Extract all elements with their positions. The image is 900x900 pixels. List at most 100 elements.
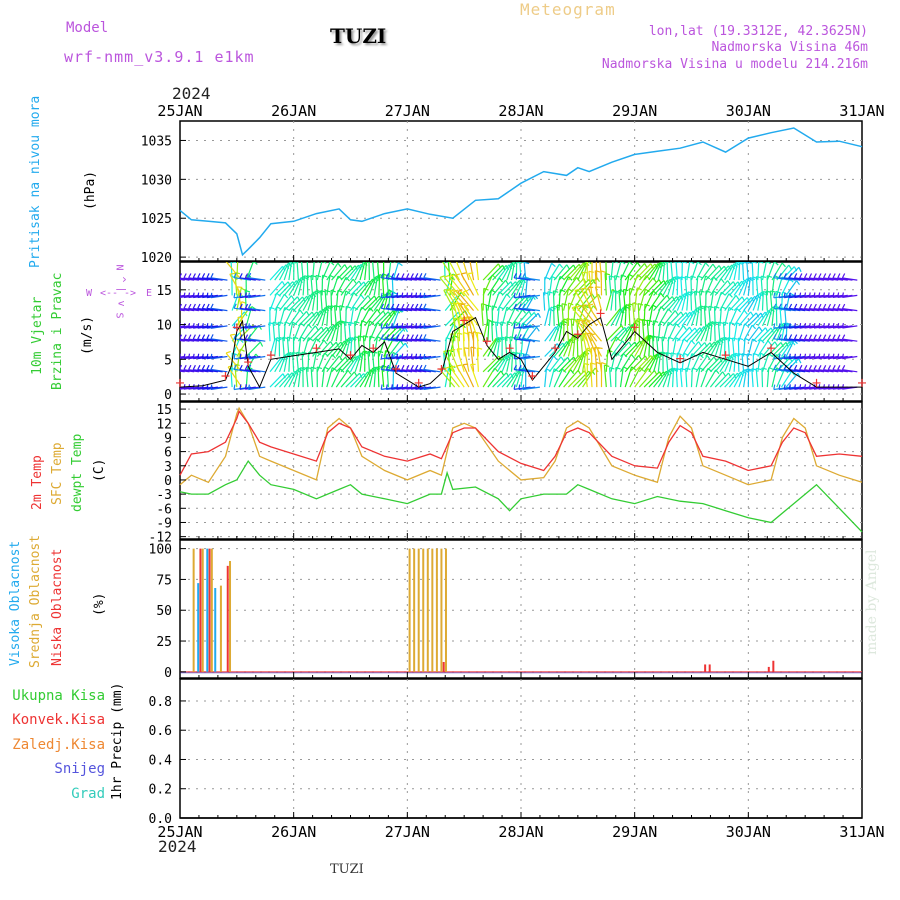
high-cloud-label: Visoka Oblacnost xyxy=(8,540,23,666)
gust-marker xyxy=(767,344,776,353)
x-tick-label-top: 28JAN xyxy=(498,102,543,120)
y-tick-label: 0.8 xyxy=(149,695,172,710)
pressure-unit: (hPa) xyxy=(83,170,98,210)
y-tick-label: 1020 xyxy=(141,251,172,266)
conv-rain-label: Konvek.Kisa xyxy=(12,712,105,728)
y-tick-label: 0.6 xyxy=(149,724,172,739)
y-tick-label: 10 xyxy=(156,319,172,334)
model-label: Model xyxy=(66,20,109,36)
dewpt-line xyxy=(179,459,863,533)
x-tick-label-top: 26JAN xyxy=(271,102,316,120)
panel-frame xyxy=(179,401,863,540)
panel-frame xyxy=(179,539,863,679)
y-tick-label: 0.4 xyxy=(149,753,173,768)
y-tick-label: 100 xyxy=(149,543,172,558)
meteogram-label: Meteogram xyxy=(520,0,616,19)
dewpt-label: dewpt Temp xyxy=(70,433,85,512)
gust-marker xyxy=(858,378,866,387)
gust-marker xyxy=(505,344,514,353)
gust-marker xyxy=(176,378,184,387)
cloud-unit: (%) xyxy=(92,592,107,616)
gust-marker xyxy=(232,323,241,332)
y-tick-label: 6 xyxy=(164,446,172,461)
x-tick-label-bottom: 25JAN xyxy=(157,823,202,841)
gust-marker xyxy=(482,337,491,346)
gust-marker xyxy=(414,378,423,387)
temp2m-line xyxy=(179,410,863,476)
model-altitude-text: Nadmorska Visina u modelu 214.216m xyxy=(601,57,868,72)
gust-marker xyxy=(573,330,582,339)
gust-marker xyxy=(630,323,639,332)
compass-s: S xyxy=(113,312,125,319)
gust-marker xyxy=(721,351,730,360)
gust-marker xyxy=(812,378,821,387)
temp-unit: (C) xyxy=(92,458,107,482)
compass-e: E xyxy=(146,288,153,299)
watermark: made by Angel xyxy=(864,549,880,656)
hail-label: Grad xyxy=(71,786,105,802)
wind-speed-line xyxy=(179,316,862,389)
gust-marker xyxy=(437,365,446,374)
y-tick-label: -3 xyxy=(156,488,172,503)
gust-marker xyxy=(676,354,685,363)
gust-marker xyxy=(369,344,378,353)
snow-label: Snijeg xyxy=(54,761,105,777)
y-tick-label: 1030 xyxy=(141,173,172,188)
compass-rose: N ^ | v S W <-- -> E xyxy=(86,264,153,319)
y-tick-label: 12 xyxy=(156,417,172,432)
freezing-rain-label: Zaledj.Kisa xyxy=(12,737,105,753)
y-tick-label: -12 xyxy=(149,531,172,546)
x-tick-label-bottom: 27JAN xyxy=(385,823,430,841)
gust-marker xyxy=(596,309,605,318)
total-rain-label: Ukupna Kisa xyxy=(12,688,105,704)
wind-label-1: 10m Vjetar xyxy=(30,296,45,375)
x-tick-label-bottom: 26JAN xyxy=(271,823,316,841)
year-bottom: 2024 xyxy=(158,837,197,856)
pressure-label: Pritisak na nivou mora xyxy=(28,95,43,268)
y-tick-label: 9 xyxy=(164,431,172,446)
altitude-text: Nadmorska Visina 46m xyxy=(711,40,868,55)
y-tick-label: 1025 xyxy=(141,212,172,227)
y-tick-label: 75 xyxy=(156,573,172,588)
x-tick-label-top: 30JAN xyxy=(726,102,771,120)
sfc-temp-line xyxy=(179,406,863,486)
panel-frame xyxy=(179,678,863,819)
lonlat-text: lon,lat (19.3312E, 42.3625N) xyxy=(648,24,868,39)
gust-marker xyxy=(551,344,560,353)
gust-marker xyxy=(244,358,253,367)
model-value: wrf-nmm_v3.9.1 e1km xyxy=(64,48,255,66)
y-tick-label: 3 xyxy=(164,460,172,475)
footer-station: TUZI xyxy=(330,862,364,877)
y-tick-label: 15 xyxy=(156,284,172,299)
x-tick-label-top: 31JAN xyxy=(839,102,884,120)
x-tick-label-bottom: 30JAN xyxy=(726,823,771,841)
y-tick-label: 25 xyxy=(156,635,172,650)
temp2m-label: 2m Temp xyxy=(30,455,45,510)
x-tick-label-bottom: 28JAN xyxy=(498,823,543,841)
gust-marker xyxy=(391,365,400,374)
y-tick-label: -6 xyxy=(156,502,172,517)
precip-unit: 1hr Precip (mm) xyxy=(110,682,125,800)
panel-frame xyxy=(179,120,863,262)
y-tick-label: 0.2 xyxy=(149,783,172,798)
low-cloud-label: Niska Oblacnost xyxy=(50,548,65,666)
compass-w: W xyxy=(86,288,93,299)
pressure-line xyxy=(179,127,863,257)
x-tick-label-bottom: 29JAN xyxy=(612,823,657,841)
y-tick-label: -9 xyxy=(156,516,172,531)
gust-marker xyxy=(346,351,355,360)
wind-label-2: Brzina i Pravac xyxy=(50,272,65,390)
gust-marker xyxy=(221,371,230,380)
y-tick-label: 0 xyxy=(164,474,172,489)
x-tick-label-bottom: 31JAN xyxy=(839,823,884,841)
y-tick-label: 5 xyxy=(164,353,172,368)
gust-marker xyxy=(266,351,275,360)
x-tick-label-top: 29JAN xyxy=(612,102,657,120)
station-title: TUZI xyxy=(330,24,387,48)
mid-cloud-label: Srednja Oblacnost xyxy=(28,534,43,668)
year-top: 2024 xyxy=(172,84,211,103)
y-tick-label: 1035 xyxy=(141,134,172,149)
x-tick-label-top: 25JAN xyxy=(157,102,202,120)
y-tick-label: 50 xyxy=(156,604,172,619)
